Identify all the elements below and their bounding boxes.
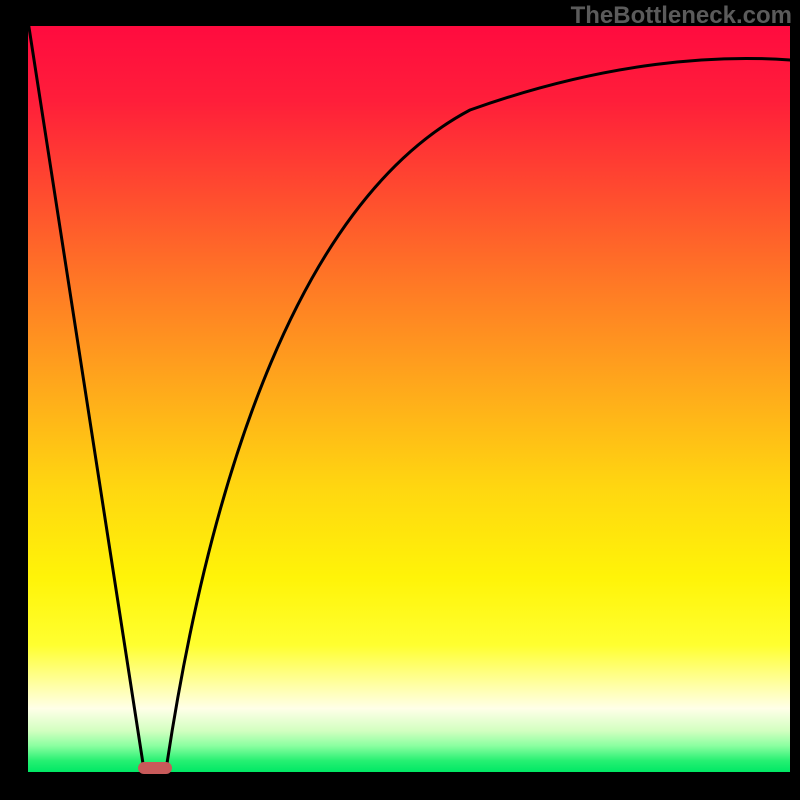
- optimal-marker: [138, 762, 172, 774]
- watermark-text: TheBottleneck.com: [571, 2, 792, 30]
- chart-frame: TheBottleneck.com: [0, 0, 800, 800]
- curve-layer: [0, 0, 800, 800]
- curve-left-line: [28, 21, 144, 770]
- curve-right-path: [166, 58, 790, 770]
